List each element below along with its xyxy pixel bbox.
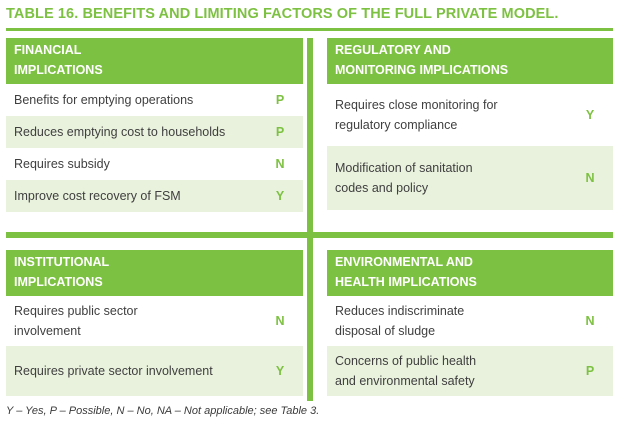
row-text: Requires subsidy [14, 157, 110, 171]
row-text-line2: disposal of sludge [335, 324, 436, 338]
row-value: P [275, 93, 285, 107]
row-text-line2: regulatory compliance [335, 118, 458, 132]
row-text: Requires public sector involvement [14, 301, 265, 341]
row-text-line2: involvement [14, 324, 81, 338]
footnote: Y – Yes, P – Possible, N – No, NA – Not … [6, 405, 320, 417]
row-value: P [275, 125, 285, 139]
table-row: Reduces emptying cost to households P [6, 116, 303, 148]
row-text-line1: Requires close monitoring for [335, 98, 498, 112]
financial-heading-line1: FINANCIAL [14, 43, 82, 57]
regulatory-panel: REGULATORY AND MONITORING IMPLICATIONS R… [327, 38, 613, 210]
table-row: Requires public sector involvement N [6, 296, 303, 346]
row-value: N [585, 171, 595, 185]
row-text: Improve cost recovery of FSM [14, 189, 181, 203]
institutional-heading-line1: INSTITUTIONAL [14, 255, 110, 269]
row-text-line1: Requires public sector [14, 304, 138, 318]
financial-heading: FINANCIAL IMPLICATIONS [6, 38, 303, 84]
row-text-line1: Modification of sanitation [335, 161, 473, 175]
vertical-divider [307, 38, 313, 401]
row-text-line2: codes and policy [335, 181, 429, 195]
regulatory-heading-line1: REGULATORY AND [335, 43, 451, 57]
row-value: P [585, 364, 595, 378]
row-text: Requires private sector involvement [14, 364, 213, 378]
table-row: Improve cost recovery of FSM Y [6, 180, 303, 212]
row-text: Requires close monitoring for regulatory… [335, 95, 575, 135]
row-value: Y [275, 189, 285, 203]
row-text-line2: and environmental safety [335, 374, 475, 388]
row-value: Y [275, 364, 285, 378]
row-value: N [585, 314, 595, 328]
table-row: Reduces indiscriminate disposal of sludg… [327, 296, 613, 346]
table-row: Requires close monitoring for regulatory… [327, 84, 613, 146]
table-title: TABLE 16. BENEFITS AND LIMITING FACTORS … [6, 6, 559, 22]
row-text: Concerns of public health and environmen… [335, 351, 575, 391]
institutional-panel: INSTITUTIONAL IMPLICATIONS Requires publ… [6, 250, 303, 396]
row-text: Reduces indiscriminate disposal of sludg… [335, 301, 575, 341]
horizontal-divider [6, 232, 613, 238]
environmental-heading-line1: ENVIRONMENTAL AND [335, 255, 473, 269]
row-text: Benefits for emptying operations [14, 93, 194, 107]
table-row: Concerns of public health and environmen… [327, 346, 613, 396]
row-text: Reduces emptying cost to households [14, 125, 226, 139]
row-text: Modification of sanitation codes and pol… [335, 158, 575, 198]
financial-heading-line2: IMPLICATIONS [14, 63, 103, 77]
row-value: Y [585, 108, 595, 122]
regulatory-heading: REGULATORY AND MONITORING IMPLICATIONS [327, 38, 613, 84]
table-row: Requires subsidy N [6, 148, 303, 180]
environmental-heading: ENVIRONMENTAL AND HEALTH IMPLICATIONS [327, 250, 613, 296]
financial-panel: FINANCIAL IMPLICATIONS Benefits for empt… [6, 38, 303, 212]
row-text-line1: Reduces indiscriminate [335, 304, 465, 318]
regulatory-heading-line2: MONITORING IMPLICATIONS [335, 63, 509, 77]
table-row: Benefits for emptying operations P [6, 84, 303, 116]
environmental-heading-line2: HEALTH IMPLICATIONS [335, 275, 477, 289]
institutional-heading-line2: IMPLICATIONS [14, 275, 103, 289]
title-rule [6, 28, 613, 31]
row-value: N [275, 314, 285, 328]
table-row: Modification of sanitation codes and pol… [327, 146, 613, 210]
table-row: Requires private sector involvement Y [6, 346, 303, 396]
environmental-panel: ENVIRONMENTAL AND HEALTH IMPLICATIONS Re… [327, 250, 613, 396]
row-value: N [275, 157, 285, 171]
row-text-line1: Concerns of public health [335, 354, 477, 368]
institutional-heading: INSTITUTIONAL IMPLICATIONS [6, 250, 303, 296]
